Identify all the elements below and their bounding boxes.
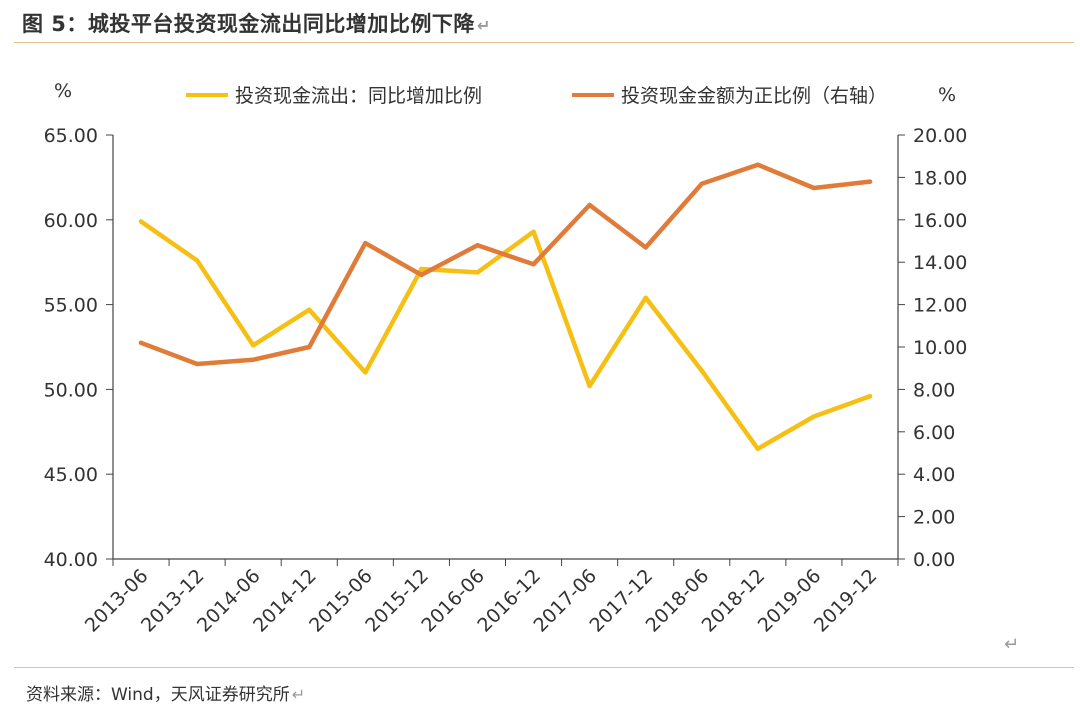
return-mark-icon: ↵	[476, 16, 491, 35]
series-2-point	[643, 245, 648, 250]
series-1-point	[363, 370, 368, 375]
y-right-tick-label: 14.00	[913, 252, 967, 274]
series-2-point	[138, 340, 144, 345]
series-1-point	[699, 368, 704, 373]
series-2-point	[419, 272, 424, 278]
series-1-point	[250, 343, 256, 348]
y-right-tick-label: 20.00	[913, 125, 967, 147]
y-right-tick-label: 8.00	[913, 379, 955, 401]
series-1-point	[755, 446, 761, 451]
series-2-point	[531, 262, 536, 267]
series-1-point	[643, 295, 648, 301]
series-1-point	[419, 266, 424, 272]
y-left-tick-label: 60.00	[44, 210, 98, 232]
figure-title: 图 5：城投平台投资现金流出同比增加比例下降 ↵	[22, 8, 491, 38]
y-left-tick-labels: 40.00 45.00 50.00 55.00 60.00 65.00	[44, 125, 113, 571]
series-line-2	[138, 162, 873, 367]
source-note: 资料来源：Wind，天风证券研究所 ↵	[26, 680, 305, 705]
series-1-point	[867, 393, 873, 399]
chart-legend: 投资现金流出：同比增加比例 投资现金金额为正比例（右轴）	[186, 85, 887, 107]
y-left-unit-label: %	[54, 80, 72, 102]
series-2-point	[867, 179, 873, 184]
legend-label-series-2: 投资现金金额为正比例（右轴）	[621, 85, 887, 107]
series-1-point	[194, 258, 200, 263]
x-tick-labels: 2013-062013-122014-062014-122015-062015-…	[81, 559, 899, 637]
source-note-text: 资料来源：Wind，天风证券研究所	[26, 685, 290, 705]
y-right-tick-label: 4.00	[913, 464, 955, 486]
series-2-point	[755, 162, 761, 167]
series-2-point	[475, 243, 480, 248]
y-right-tick-label: 6.00	[913, 422, 955, 444]
series-1-point	[307, 307, 312, 312]
series-layer	[138, 162, 873, 452]
y-left-tick-label: 40.00	[44, 549, 98, 571]
return-mark-icon: ↵	[1004, 634, 1020, 655]
series-2-point	[194, 361, 200, 367]
series-1-point	[811, 414, 817, 419]
series-2-point	[363, 240, 368, 246]
y-left-tick-label: 55.00	[44, 295, 98, 317]
y-left-tick-label: 45.00	[44, 464, 98, 486]
series-1-point	[475, 270, 480, 275]
series-1-point	[138, 219, 144, 224]
y-left-tick-label: 50.00	[44, 379, 98, 401]
series-line-1	[138, 219, 873, 452]
chart-axes	[112, 135, 899, 560]
legend-label-series-1: 投资现金流出：同比增加比例	[235, 85, 482, 107]
y-right-tick-label: 18.00	[913, 167, 967, 189]
series-2-point	[699, 181, 704, 186]
series-1-point	[531, 229, 536, 234]
y-right-tick-label: 0.00	[913, 549, 955, 571]
y-right-tick-label: 12.00	[913, 295, 967, 317]
figure-title-text: 图 5：城投平台投资现金流出同比增加比例下降	[22, 12, 475, 36]
y-right-tick-label: 10.00	[913, 337, 967, 359]
source-divider	[14, 667, 1074, 668]
series-2-point	[250, 357, 256, 362]
title-divider	[14, 42, 1074, 43]
series-2-point	[587, 202, 592, 208]
series-2-point	[307, 344, 312, 350]
y-right-tick-labels: 0.00 2.00 4.00 6.00 8.00 10.00 12.00 14.00 16.00…	[898, 125, 967, 571]
y-left-tick-label: 65.00	[44, 125, 98, 147]
series-2-point	[811, 185, 817, 191]
y-right-tick-label: 2.00	[913, 507, 955, 529]
series-1-point	[587, 383, 592, 389]
y-right-tick-label: 16.00	[913, 210, 967, 232]
return-mark-icon: ↵	[291, 685, 306, 704]
y-right-unit-label: %	[938, 84, 956, 106]
